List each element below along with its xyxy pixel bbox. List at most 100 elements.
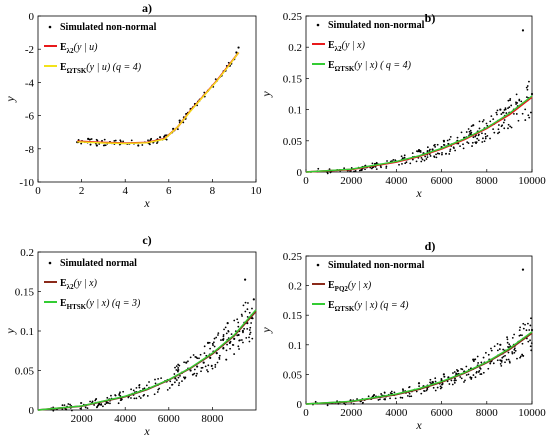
scatter-point (199, 353, 202, 356)
scatter-point (508, 343, 511, 346)
scatter-point (507, 127, 509, 130)
scatter-point (390, 390, 393, 393)
scatter-point (178, 119, 181, 122)
panel-title: a) (142, 1, 152, 15)
scatter-point (441, 153, 443, 156)
y-axis-label: y (259, 91, 273, 98)
scatter-point (477, 139, 480, 142)
scatter-point (492, 362, 495, 365)
fit-line (305, 96, 533, 173)
scatter-point (418, 385, 420, 388)
scatter-point (508, 106, 511, 109)
scatter-point (241, 315, 243, 317)
scatter-point (80, 142, 83, 145)
scatter-point (448, 383, 451, 385)
scatter-point (503, 119, 506, 121)
scatter-point (511, 351, 514, 353)
scatter-point (87, 137, 90, 140)
scatter-point (362, 401, 364, 404)
scatter-point (519, 355, 522, 358)
scatter-point (130, 397, 132, 399)
x-tick-label: 6000 (431, 407, 454, 419)
scatter-point (157, 388, 160, 391)
scatter-point (477, 371, 480, 373)
scatter-point (469, 129, 472, 132)
scatter-point (524, 108, 527, 111)
scatter-point (84, 406, 87, 409)
scatter-point (500, 359, 502, 362)
scatter-point (504, 361, 506, 364)
scatter-point (225, 358, 228, 361)
scatter-point (174, 366, 176, 369)
scatter-point (500, 113, 503, 115)
scatter-point (420, 392, 423, 395)
scatter-point (169, 380, 172, 383)
scatter-point (510, 104, 513, 107)
scatter-point (102, 405, 104, 408)
scatter-point (246, 327, 249, 330)
scatter-point (516, 102, 519, 104)
scatter-point (233, 319, 236, 322)
scatter-point (364, 164, 367, 167)
scatter-point (329, 171, 332, 174)
x-tick-label: 8000 (201, 413, 224, 425)
scatter-point (505, 358, 508, 361)
scatter-point (130, 139, 133, 142)
scatter-point (207, 370, 209, 373)
scatter-point (446, 139, 449, 142)
scatter-point (530, 92, 534, 96)
scatter-point (221, 338, 224, 341)
scatter-point (130, 388, 132, 391)
scatter-point (107, 402, 110, 404)
scatter-point (486, 124, 489, 127)
y-tick-label: 0.2 (20, 247, 34, 259)
legend: Simulated non-normal Eλ2(y | u) EΩTSK(y | … (44, 22, 157, 75)
scatter-point (175, 365, 178, 368)
x-tick-label: 10000 (518, 175, 546, 187)
scatter-point (515, 113, 518, 115)
scatter-point (472, 124, 475, 127)
y-tick-label: -4 (25, 77, 35, 89)
legend: Simulated non-normal EPQ2(y | x) EΩTSK(y |… (312, 260, 425, 313)
scatter-point (529, 324, 532, 327)
scatter-point (453, 371, 456, 373)
x-tick-label: 4000 (114, 413, 137, 425)
scatter-point (496, 349, 499, 352)
legend-label: Simulated non-normal (328, 20, 425, 31)
scatter-point (236, 318, 239, 321)
scatter-point (433, 144, 435, 147)
y-tick-label: 0.15 (15, 287, 35, 299)
scatter-point (496, 109, 499, 112)
scatter-point (237, 345, 240, 348)
x-tick-label: 8000 (476, 175, 499, 187)
scatter-point (213, 345, 216, 348)
scatter-point (443, 375, 446, 378)
scatter-point (495, 111, 498, 114)
scatter-point (145, 384, 148, 387)
scatter-point (230, 333, 233, 336)
fit-line (77, 52, 240, 145)
scatter-point (216, 361, 219, 364)
scatter-point (502, 355, 505, 358)
scatter-point (474, 141, 477, 144)
scatter-point (245, 336, 248, 339)
scatter-point (453, 381, 456, 384)
scatter-point (139, 397, 142, 399)
x-tick-label: 2000 (340, 175, 363, 187)
x-tick-label: 6000 (431, 175, 454, 187)
scatter-point (229, 347, 232, 350)
scatter-point (431, 381, 434, 384)
x-tick-label: 4 (122, 185, 128, 197)
scatter-point (508, 360, 511, 363)
scatter-point (509, 125, 512, 128)
scatter-point (380, 166, 382, 169)
y-tick-label: 0 (29, 11, 35, 23)
scatter-point (482, 356, 485, 359)
scatter-point (519, 326, 522, 329)
scatter-point (148, 381, 150, 383)
legend-label: Eλ2(y | x) (328, 40, 366, 53)
scatter-point (399, 396, 402, 399)
scatter-point (225, 332, 228, 335)
fit-line (37, 309, 257, 411)
x-tick-label: 4000 (385, 407, 408, 419)
